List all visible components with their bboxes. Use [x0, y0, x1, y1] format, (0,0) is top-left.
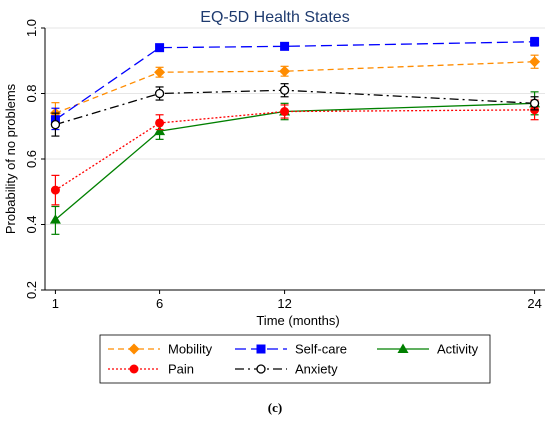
legend-label: Mobility: [168, 342, 213, 357]
data-point: [280, 107, 290, 117]
grid: [45, 27, 545, 291]
legend-marker: [256, 344, 266, 354]
series-mobility: [49, 54, 541, 124]
legend-item-mobility: Mobility: [108, 342, 213, 357]
legend-label: Self-care: [295, 342, 347, 357]
legend-marker: [128, 343, 140, 355]
series-self-care: [50, 36, 540, 131]
data-point: [154, 125, 166, 136]
x-tick-label: 1: [52, 296, 59, 311]
legend-item-anxiety: Anxiety: [235, 362, 338, 377]
series-line: [55, 109, 535, 191]
series-anxiety: [50, 83, 540, 137]
panel-label: (c): [268, 400, 282, 415]
y-tick-label: 0.4: [24, 215, 39, 233]
data-point: [529, 98, 540, 108]
x-ticks: 1 6 12 24: [52, 290, 542, 311]
y-ticks: 0.2 0.4 0.6 0.8 1.0: [24, 19, 45, 299]
x-axis-label: Time (months): [256, 313, 339, 328]
legend-label: Activity: [437, 342, 479, 357]
data-point: [279, 85, 290, 95]
x-tick-label: 12: [277, 296, 291, 311]
legend-marker: [397, 343, 409, 353]
legend: Mobility Self-care Activity Pain Anxiety: [108, 342, 479, 377]
series-line: [55, 61, 535, 114]
x-tick-label: 24: [527, 296, 541, 311]
data-point: [529, 56, 541, 68]
data-point: [154, 66, 166, 78]
legend-box: [99, 334, 491, 384]
data-point: [155, 118, 165, 128]
legend-label: Anxiety: [295, 362, 338, 377]
data-point: [530, 37, 540, 47]
data-point: [155, 43, 165, 53]
series-activity: [49, 91, 541, 235]
legend-item-activity: Activity: [377, 342, 479, 357]
data-point: [50, 119, 61, 130]
data-point: [50, 185, 60, 195]
data-point: [279, 65, 291, 77]
y-tick-label: 0.6: [24, 150, 39, 168]
y-tick-label: 0.8: [24, 84, 39, 102]
chart-title: EQ-5D Health States: [200, 9, 349, 26]
legend-marker: [129, 364, 139, 374]
series-line: [55, 89, 535, 126]
data-point: [49, 214, 61, 224]
legend-item-self-care: Self-care: [235, 342, 347, 357]
series-line: [54, 102, 535, 221]
y-tick-label: 1.0: [24, 19, 39, 37]
legend-item-pain: Pain: [108, 362, 194, 377]
x-tick-label: 6: [156, 296, 163, 311]
legend-marker: [256, 364, 266, 374]
series-layer: [49, 36, 541, 235]
data-point: [280, 41, 290, 51]
data-point: [154, 88, 165, 99]
y-tick-label: 0.2: [24, 281, 39, 299]
y-axis-label: Probability of no problems: [3, 83, 18, 234]
legend-label: Pain: [168, 362, 194, 377]
series-pain: [50, 99, 540, 206]
series-line: [55, 41, 535, 121]
